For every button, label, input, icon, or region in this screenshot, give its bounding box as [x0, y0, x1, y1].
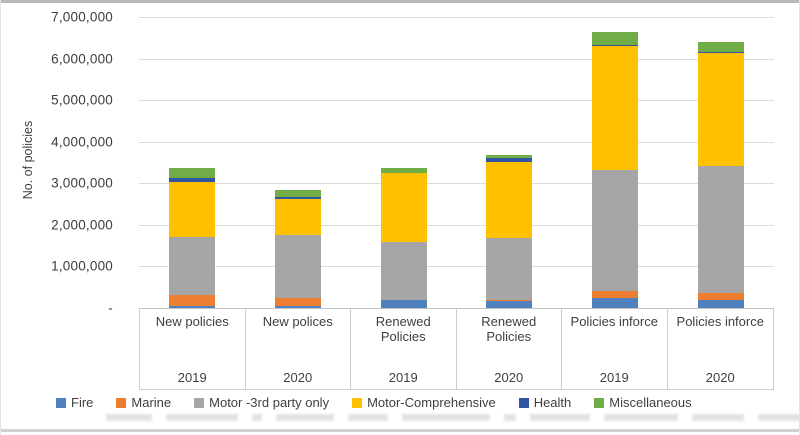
legend-label: Fire — [71, 395, 94, 410]
bar-segment-health — [274, 197, 321, 200]
category-label: Policies inforce — [676, 314, 764, 329]
legend-item: Marine — [116, 395, 171, 410]
bar-segment-health — [486, 157, 533, 163]
stacked-bar — [380, 167, 427, 308]
bar-segment-fire — [274, 305, 321, 308]
legend-item: Motor -3rd party only — [194, 395, 329, 410]
category-year-label: 2019 — [599, 370, 629, 385]
bar-segment-motor-3rd-party-only — [592, 169, 639, 292]
bar-segment-motor-3rd-party-only — [486, 238, 533, 301]
y-axis-tick-labels: 7,000,000 6,000,000 5,000,000 4,000,000 3,00… — [1, 10, 113, 316]
category-cell: Policies inforce 2019 — [562, 309, 668, 389]
legend-label: Marine — [131, 395, 172, 410]
category-label: New policies — [155, 314, 229, 329]
stacked-bar — [168, 167, 215, 308]
legend-label: Motor -3rd party only — [209, 395, 330, 410]
category-year-label: 2019 — [177, 370, 207, 385]
bar-segment-health — [592, 44, 639, 46]
category-label: Renewed Policies — [375, 314, 431, 344]
bar-segment-motor-3rd-party-only — [168, 236, 215, 295]
category-cell: Renewed Policies 2020 — [457, 309, 562, 389]
bar-segment-health — [698, 51, 745, 53]
category-year-label: 2020 — [494, 370, 524, 385]
legend-swatch-fire — [56, 397, 66, 408]
y-tick-label: 7,000,000 — [51, 9, 113, 25]
gridline — [139, 17, 774, 18]
category-label: Renewed Policies — [481, 314, 537, 344]
bar-segment-motor-comprehensive — [380, 173, 427, 242]
bar-segment-health — [380, 172, 427, 174]
y-tick-label: 5,000,000 — [51, 92, 113, 108]
gridline — [139, 141, 774, 143]
bar-segment-motor-comprehensive — [274, 199, 321, 235]
bar-segment-miscellaneous — [168, 167, 215, 178]
y-tick-label: 4,000,000 — [51, 134, 113, 150]
category-year-label: 2019 — [388, 370, 418, 385]
legend-item: Miscellaneous — [594, 395, 692, 410]
bar-segment-fire — [486, 300, 533, 308]
stacked-bar — [698, 41, 745, 308]
legend-swatch-marine — [116, 397, 127, 408]
cropped-caption-artifact — [106, 414, 799, 422]
category-year-label: 2020 — [705, 370, 735, 385]
bar-segment-fire — [380, 300, 427, 308]
bar-segment-fire — [698, 299, 745, 308]
category-cell: Policies inforce 2020 — [668, 309, 774, 389]
legend-label: Health — [533, 395, 572, 410]
bar-segment-miscellaneous — [486, 155, 533, 158]
gridline — [139, 266, 774, 268]
bar-segment-miscellaneous — [380, 167, 427, 173]
category-year-label: 2020 — [283, 370, 313, 385]
x-axis-category-table: New policies 2019 New polices 2020 Renewed P… — [139, 308, 774, 390]
bar-segment-motor-3rd-party-only — [698, 165, 745, 293]
legend-item: Motor-Comprehensive — [352, 395, 496, 410]
figure-top-border — [1, 0, 799, 3]
stacked-bar — [592, 32, 639, 308]
bar-segment-health — [168, 177, 215, 182]
bar-segment-marine — [592, 291, 639, 299]
figure-bottom-border — [1, 429, 799, 432]
legend-swatch-health — [518, 397, 529, 408]
category-label: New polices — [262, 314, 333, 329]
gridline — [139, 224, 774, 226]
legend-item: Health — [518, 395, 572, 410]
legend-item: Fire — [56, 395, 93, 410]
category-cell: Renewed Policies 2019 — [351, 309, 457, 389]
legend-label: Motor-Comprehensive — [367, 395, 496, 410]
category-label: Policies inforce — [570, 314, 658, 329]
bar-segment-motor-3rd-party-only — [274, 234, 321, 298]
bar-segment-marine — [274, 297, 321, 306]
bar-segment-motor-comprehensive — [168, 181, 215, 237]
bar-segment-miscellaneous — [592, 32, 639, 45]
y-tick-label: 2,000,000 — [51, 217, 113, 233]
bar-segment-motor-3rd-party-only — [380, 241, 427, 300]
y-tick-label: 1,000,000 — [51, 258, 113, 274]
legend-swatch-miscellaneous — [594, 397, 605, 408]
legend-swatch-motor-comprehensive — [352, 397, 363, 408]
category-cell: New polices 2020 — [246, 309, 351, 389]
bar-segment-marine — [698, 292, 745, 300]
bar-segment-motor-comprehensive — [698, 52, 745, 166]
bar-segment-fire — [592, 298, 639, 308]
bar-segment-fire — [168, 305, 215, 308]
plot-area — [139, 17, 774, 308]
bar-segment-marine — [168, 294, 215, 306]
chart-legend: Fire Marine Motor -3rd party only Motor-Com… — [1, 395, 799, 410]
legend-swatch-motor-3rd-party-only — [194, 397, 205, 408]
y-tick-label: 3,000,000 — [51, 175, 113, 191]
gridline — [139, 58, 774, 60]
bar-segment-motor-comprehensive — [486, 162, 533, 239]
y-tick-label: 6,000,000 — [51, 51, 113, 67]
gridline — [139, 183, 774, 185]
category-cell: New policies 2019 — [140, 309, 246, 389]
bar-segment-motor-comprehensive — [592, 45, 639, 170]
legend-label: Miscellaneous — [609, 395, 692, 410]
stacked-bar — [486, 155, 533, 308]
stacked-bar — [274, 189, 321, 308]
bar-segment-miscellaneous — [698, 41, 745, 52]
y-tick-label: - — [108, 300, 113, 316]
gridline — [139, 100, 774, 102]
bar-segment-miscellaneous — [274, 189, 321, 198]
